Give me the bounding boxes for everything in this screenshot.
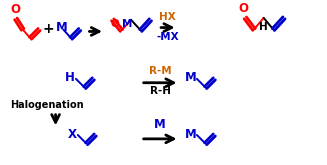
Text: M: M — [185, 128, 197, 141]
Text: R-H: R-H — [150, 86, 171, 96]
Text: HX: HX — [160, 12, 176, 22]
Text: O: O — [111, 19, 119, 30]
Text: H: H — [65, 71, 75, 84]
Text: +: + — [42, 22, 54, 36]
Text: Halogenation: Halogenation — [10, 100, 84, 110]
Text: R-M: R-M — [149, 66, 171, 76]
Text: O: O — [238, 2, 248, 15]
Text: H: H — [259, 22, 268, 32]
Text: M: M — [154, 118, 166, 131]
Text: -MX: -MX — [157, 32, 179, 42]
Text: M: M — [185, 71, 197, 84]
Text: M: M — [56, 21, 67, 34]
Text: X: X — [68, 128, 77, 141]
Text: O: O — [10, 3, 20, 16]
Text: M: M — [122, 19, 133, 30]
